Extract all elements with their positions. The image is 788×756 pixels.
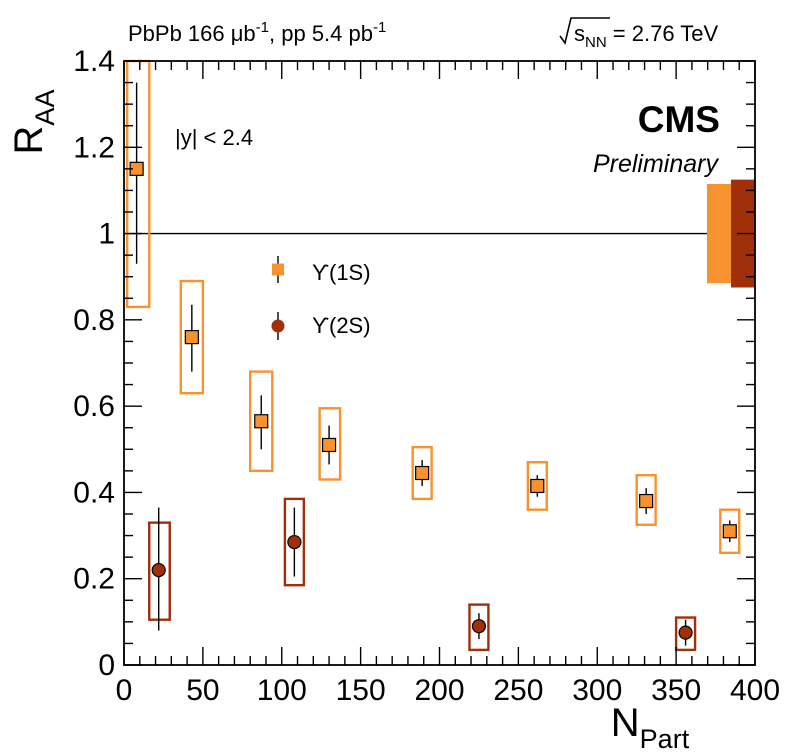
lumi-label: PbPb 166 μb-1, pp 5.4 pb-1 — [128, 19, 386, 46]
x-tick-label-200: 200 — [414, 674, 464, 707]
sys-box-1s-5 — [526, 461, 548, 511]
x-tick-label-50: 50 — [186, 674, 219, 707]
marker-1s-1 — [184, 330, 199, 345]
y-axis-title: RAA — [7, 90, 60, 155]
y-tick-label-0.2: 0.2 — [73, 563, 115, 596]
axes — [123, 60, 756, 666]
legend-2s-marker — [271, 319, 285, 333]
sys-box-1s-2 — [248, 370, 274, 473]
marker-2s-3 — [678, 625, 693, 640]
legend-1s-marker — [272, 263, 284, 276]
sys-box-1s-6 — [635, 473, 657, 526]
x-axis-title: NPart — [611, 701, 690, 754]
marker-1s-7 — [722, 524, 737, 539]
sys-box-2s-2 — [468, 603, 490, 652]
sys-box-1s-1 — [179, 279, 205, 395]
cms-label: CMS — [638, 99, 720, 140]
sys-box-2s-1 — [283, 497, 306, 587]
sys-box-1s-7 — [719, 508, 741, 555]
y-tick-label-1.4: 1.4 — [73, 45, 115, 78]
y-tick-label-0.8: 0.8 — [73, 304, 115, 337]
y-tick-label-1: 1 — [98, 218, 115, 251]
x-tick-label-400: 400 — [730, 674, 780, 707]
energy-label: sNN = 2.76 TeV — [559, 17, 719, 51]
marker-1s-4 — [415, 465, 430, 481]
marker-1s-6 — [639, 493, 654, 509]
marker-2s-1 — [287, 534, 302, 550]
x-tick-label-0: 0 — [116, 674, 133, 707]
legend-1s-label: ϒ(1S) — [312, 260, 371, 285]
marker-1s-5 — [530, 478, 545, 494]
legend: ϒ(1S) ϒ(2S) — [271, 256, 371, 340]
sys-box-1s-4 — [411, 445, 433, 501]
sys-box-1s-0 — [125, 59, 151, 309]
sys-box-1s-3 — [318, 407, 342, 481]
y-tick-label-0: 0 — [98, 649, 115, 682]
marker-1s-3 — [321, 437, 337, 453]
y-tick-label-0.6: 0.6 — [73, 390, 115, 423]
legend-2s-label: ϒ(2S) — [312, 313, 371, 338]
preliminary-label: Preliminary — [593, 150, 720, 178]
y-tick-label-0.4: 0.4 — [73, 476, 115, 509]
x-tick-label-150: 150 — [336, 674, 386, 707]
svg-text:sNN = 2.76 TeV: sNN = 2.76 TeV — [574, 21, 719, 51]
x-tick-label-100: 100 — [257, 674, 307, 707]
sys-box-2s-0 — [148, 521, 171, 621]
y-tick-label-1.2: 1.2 — [73, 131, 115, 164]
x-tick-label-350: 350 — [651, 674, 701, 707]
marker-1s-2 — [254, 414, 269, 429]
x-tick-label-250: 250 — [493, 674, 543, 707]
global-uncertainty-box-1s — [707, 183, 731, 284]
sys-box-2s-3 — [674, 616, 697, 652]
rapidity-annotation: |y| < 2.4 — [175, 125, 253, 150]
tick-labels: 0 50 100 150 200 250 300 350 400 0 0.2 0.4 0.6 0.8 1 1.… — [73, 45, 780, 707]
marker-2s-2 — [471, 619, 487, 634]
marker-2s-0 — [151, 562, 166, 578]
x-tick-label-300: 300 — [572, 674, 622, 707]
sqrt-symbol — [559, 17, 610, 45]
